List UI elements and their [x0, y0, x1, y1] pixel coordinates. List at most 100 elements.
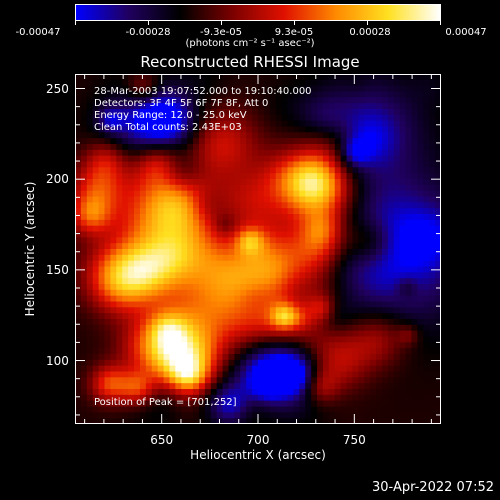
heatmap-cell: [334, 418, 342, 424]
heatmap-cell: [240, 342, 247, 349]
heatmap-cell: [163, 167, 171, 174]
heatmap-cell: [98, 412, 106, 419]
heatmap-cell: [311, 313, 318, 320]
heatmap-cell: [411, 219, 418, 227]
heatmap-cell: [281, 394, 289, 402]
heatmap-cell: [393, 196, 401, 203]
heatmap-cell: [252, 348, 259, 355]
heatmap-cell: [75, 330, 82, 338]
heatmap-cell: [334, 231, 342, 238]
heatmap-cell: [417, 85, 424, 93]
heatmap-cell: [80, 103, 88, 110]
heatmap-cell: [75, 126, 82, 133]
heatmap-cell: [317, 149, 324, 157]
heatmap-cell: [86, 202, 94, 209]
heatmap-cell: [234, 278, 241, 285]
heatmap-cell: [122, 330, 129, 338]
heatmap-cell: [435, 365, 441, 373]
heatmap-cell: [240, 138, 247, 145]
heatmap-cell: [293, 412, 300, 419]
heatmap-cell: [110, 179, 117, 186]
heatmap-cell: [387, 278, 395, 285]
heatmap-cell: [263, 348, 271, 355]
heatmap-cell: [311, 196, 318, 203]
heatmap-cell: [258, 400, 265, 408]
heatmap-cell: [86, 342, 94, 349]
heatmap-cell: [98, 359, 106, 367]
heatmap-cell: [80, 371, 88, 378]
heatmap-cell: [86, 260, 94, 268]
heatmap-cell: [317, 208, 324, 215]
heatmap-cell: [169, 307, 176, 314]
heatmap-cell: [376, 109, 383, 116]
heatmap-cell: [193, 389, 200, 396]
heatmap-cell: [80, 114, 88, 122]
heatmap-cell: [328, 161, 336, 168]
heatmap-cell: [80, 260, 88, 268]
heatmap-cell: [370, 377, 377, 384]
heatmap-cell: [246, 126, 253, 133]
heatmap-cell: [346, 103, 354, 110]
heatmap-cell: [104, 371, 112, 378]
heatmap-cell: [246, 243, 253, 250]
heatmap-cell: [258, 243, 265, 250]
heatmap-cell: [98, 301, 106, 308]
heatmap-cell: [405, 336, 413, 343]
heatmap-cell: [340, 237, 348, 244]
heatmap-cell: [157, 359, 165, 367]
heatmap-cell: [116, 161, 123, 168]
heatmap-cell: [210, 161, 218, 168]
heatmap-cell: [293, 254, 300, 262]
heatmap-cell: [110, 412, 117, 419]
heatmap-cell: [393, 231, 401, 238]
heatmap-cell: [145, 120, 153, 128]
heatmap-cell: [328, 126, 336, 133]
heatmap-cell: [399, 144, 407, 151]
heatmap-cell: [134, 103, 141, 110]
heatmap-cell: [423, 412, 430, 419]
heatmap-cell: [305, 103, 312, 110]
heatmap-cell: [352, 97, 359, 104]
heatmap-cell: [122, 190, 129, 198]
heatmap-cell: [358, 231, 365, 238]
heatmap-cell: [429, 74, 436, 81]
heatmap-cell: [134, 278, 141, 285]
heatmap-cell: [322, 330, 330, 338]
heatmap-cell: [387, 126, 395, 133]
heatmap-cell: [340, 120, 348, 128]
heatmap-cell: [86, 348, 94, 355]
heatmap-cell: [240, 389, 247, 396]
heatmap-cell: [411, 114, 418, 122]
heatmap-cell: [169, 354, 176, 361]
heatmap-cell: [116, 243, 123, 250]
heatmap-cell: [193, 97, 200, 104]
heatmap-cell: [128, 365, 135, 373]
heatmap-cell: [334, 319, 342, 326]
heatmap-cell: [358, 377, 365, 384]
heatmap-cell: [246, 336, 253, 343]
heatmap-cell: [116, 313, 123, 320]
heatmap-cell: [281, 295, 289, 303]
heatmap-cell: [246, 196, 253, 203]
heatmap-cell: [240, 289, 247, 297]
heatmap-cell: [92, 79, 100, 87]
heatmap-cell: [411, 389, 418, 396]
heatmap-cell: [429, 400, 436, 408]
heatmap-cell: [122, 173, 129, 180]
heatmap-cell: [317, 260, 324, 268]
heatmap-cell: [423, 161, 430, 168]
heatmap-cell: [204, 85, 212, 93]
heatmap-cell: [269, 295, 277, 303]
heatmap-cell: [387, 389, 395, 396]
heatmap-cell: [387, 377, 395, 384]
heatmap-cell: [275, 208, 283, 215]
heatmap-cell: [287, 330, 295, 338]
heatmap-cell: [169, 400, 176, 408]
heatmap-cell: [116, 266, 123, 273]
heatmap-cell: [163, 383, 171, 390]
heatmap-cell: [128, 359, 135, 367]
heatmap-cell: [234, 149, 241, 157]
heatmap-cell: [387, 208, 395, 215]
heatmap-cell: [122, 85, 129, 93]
heatmap-cell: [228, 394, 235, 402]
